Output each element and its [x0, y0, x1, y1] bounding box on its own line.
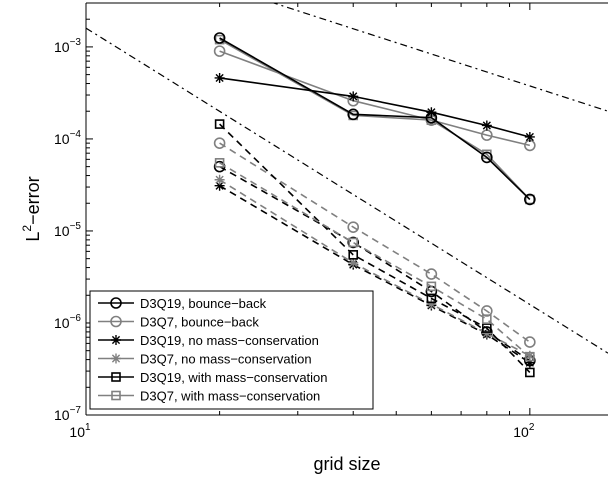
y-tick-label: 10−4: [54, 129, 81, 147]
data-point: [213, 45, 226, 57]
y-tick-exp: −6: [70, 313, 82, 324]
reference-line: [86, 27, 608, 354]
series-layer: [213, 32, 536, 378]
legend-marker: [111, 390, 121, 401]
data-point: [481, 120, 492, 131]
legend-label: D3Q7, no mass−conservation: [140, 352, 312, 367]
data-point: [481, 151, 493, 164]
data-point: [214, 72, 225, 83]
data-point: [213, 137, 226, 149]
series-line: [219, 37, 531, 200]
x-tick-base: 10: [513, 424, 529, 440]
y-axis-label-base: L: [23, 232, 43, 242]
x-tick-label: 102: [513, 422, 535, 440]
series-10: [214, 158, 535, 362]
y-tick-label: 10−7: [54, 405, 81, 423]
x-tick-exp: 2: [529, 422, 535, 433]
legend-item: D3Q19, bounce−back: [98, 296, 267, 311]
legend-marker: [111, 353, 121, 364]
y-axis-label: L2−error: [20, 176, 43, 241]
series-7: [214, 72, 535, 142]
legend-marker: [110, 315, 122, 328]
legend-label: D3Q7, bounce−back: [140, 315, 259, 330]
data-point: [348, 91, 359, 102]
x-axis-label: grid size: [313, 454, 380, 474]
y-tick-exp: −5: [70, 221, 82, 232]
reference-line: [271, 3, 608, 112]
data-point: [348, 250, 359, 260]
data-point: [524, 131, 535, 142]
data-point: [214, 174, 225, 185]
legend-item: D3Q7, no mass−conservation: [98, 352, 312, 367]
legend-label: D3Q19, with mass−conservation: [140, 370, 328, 385]
legend-marker: [111, 372, 121, 382]
legend-item: D3Q19, with mass−conservation: [98, 370, 328, 385]
data-point: [426, 107, 437, 118]
legend-item: D3Q19, no mass−conservation: [98, 333, 319, 348]
legend: D3Q19, bounce−back D3Q7, bounce−back D3Q19…: [89, 290, 374, 410]
x-tick-exp: 1: [85, 422, 91, 433]
series-line: [219, 162, 531, 358]
data-point: [347, 221, 360, 233]
y-tick-base: 10: [54, 131, 70, 147]
legend-item: D3Q7, with mass−conservation: [98, 389, 320, 404]
y-tick-label: 10−6: [54, 313, 81, 331]
data-point: [425, 268, 438, 280]
y-tick-label: 10−3: [54, 37, 81, 55]
legend-label: D3Q19, bounce−back: [140, 296, 267, 311]
y-tick-base: 10: [54, 223, 70, 239]
data-point: [347, 108, 360, 121]
legend-marker: [111, 335, 121, 345]
series-9: [214, 119, 535, 378]
series-6: [213, 137, 536, 348]
data-point: [426, 293, 437, 304]
data-point: [525, 367, 535, 378]
data-point: [214, 180, 225, 191]
x-tick-base: 10: [69, 424, 85, 440]
data-point: [525, 194, 535, 205]
data-point: [482, 314, 492, 324]
legend-label: D3Q19, no mass−conservation: [140, 333, 319, 348]
y-tick-base: 10: [54, 315, 70, 331]
data-point: [348, 257, 359, 268]
series-5: [213, 32, 536, 206]
data-point: [524, 357, 535, 368]
data-point: [481, 305, 493, 317]
y-axis-label-sup: 2: [20, 225, 34, 232]
data-point: [524, 193, 536, 206]
data-point: [524, 336, 536, 348]
legend-marker: [110, 297, 122, 309]
legend-label: D3Q7, with mass−conservation: [140, 389, 320, 404]
data-point: [214, 119, 225, 129]
series-line: [219, 123, 531, 373]
y-tick-exp: −7: [70, 405, 82, 416]
data-point: [214, 158, 225, 168]
y-tick-base: 10: [54, 39, 70, 55]
data-point: [213, 32, 226, 44]
y-axis-label-rest: −error: [23, 176, 43, 225]
y-tick-base: 10: [54, 407, 70, 423]
data-point: [426, 299, 437, 310]
legend-item: D3Q7, bounce−back: [98, 315, 259, 330]
y-tick-exp: −3: [70, 37, 82, 48]
y-tick-label: 10−5: [54, 221, 81, 239]
data-point: [525, 351, 535, 362]
series-line: [219, 165, 531, 362]
y-tick-exp: −4: [70, 129, 82, 140]
data-point: [481, 328, 492, 339]
data-point: [426, 281, 437, 292]
data-point: [347, 236, 360, 249]
data-point: [348, 237, 359, 248]
legend-box: [89, 290, 374, 410]
data-point: [482, 323, 492, 333]
x-tick-label: 101: [69, 422, 91, 440]
reference-lines: [86, 3, 608, 354]
